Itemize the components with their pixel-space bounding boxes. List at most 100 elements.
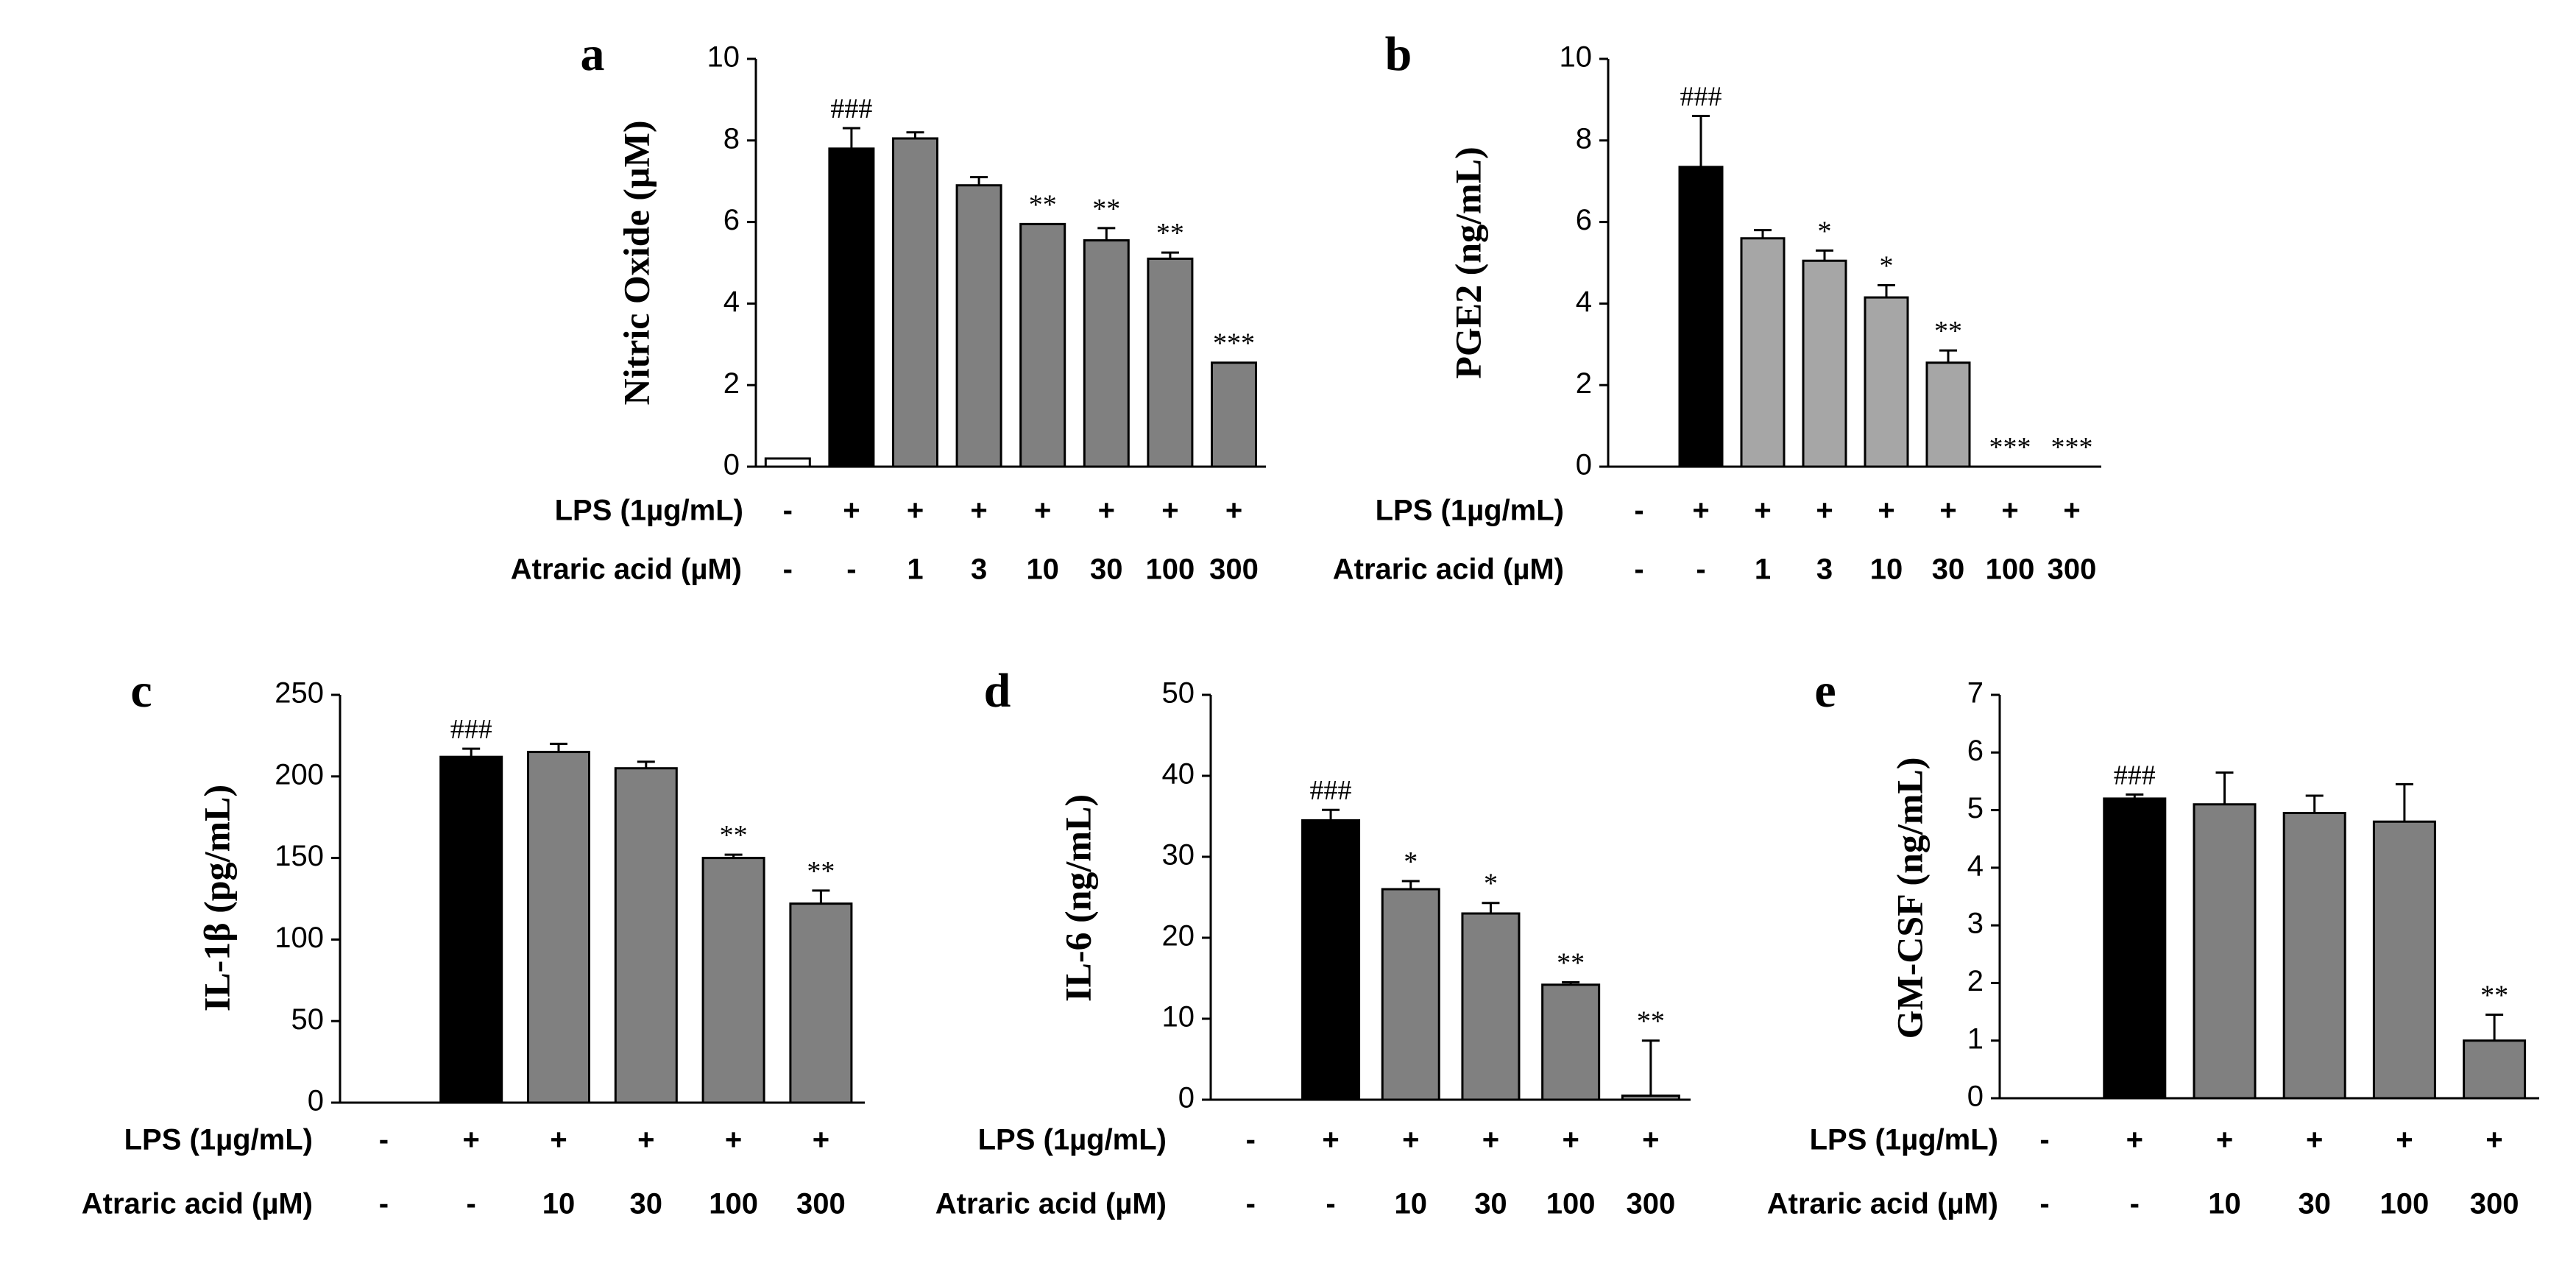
atraric-cell: 10	[2208, 1188, 2241, 1220]
atraric-cell: -	[783, 554, 793, 586]
y-tick-label: 100	[275, 922, 324, 954]
atraric-row-label: Atraric acid (µM)	[1767, 1188, 1998, 1220]
y-tick-label: 250	[275, 677, 324, 710]
lps-cell: +	[2396, 1124, 2413, 1156]
y-axis-label: IL-1β (pg/mL)	[196, 785, 237, 1011]
atraric-cell: 30	[1090, 554, 1123, 586]
significance-label: ###	[2114, 760, 2156, 791]
atraric-row-label: Atraric acid (µM)	[1333, 554, 1564, 586]
significance-label: **	[720, 820, 748, 851]
lps-cell: +	[725, 1124, 742, 1156]
y-tick-label: 10	[707, 41, 740, 74]
lps-cell: -	[783, 495, 793, 527]
significance-label: ###	[1680, 82, 1722, 113]
y-tick-label: 1	[1967, 1022, 1984, 1055]
y-tick-label: 4	[723, 286, 740, 318]
bar	[1621, 1095, 1680, 1101]
panel-letter-d: d	[984, 664, 1011, 718]
y-tick-label: 8	[723, 122, 740, 155]
bar	[1301, 819, 1361, 1101]
y-tick-label: 200	[275, 758, 324, 791]
lps-cell: +	[1161, 495, 1178, 527]
atraric-cell: -	[1634, 554, 1643, 586]
significance-label: **	[1092, 194, 1120, 225]
atraric-cell: -	[846, 554, 856, 586]
y-tick-label: 0	[1576, 449, 1592, 481]
bar	[1925, 361, 1971, 468]
bar	[1211, 361, 1257, 468]
bar	[701, 857, 765, 1104]
panel-letter-e: e	[1814, 664, 1836, 718]
bar	[1019, 222, 1066, 468]
y-tick-label: 4	[1576, 286, 1592, 318]
y-tick-label: 10	[1162, 1001, 1195, 1033]
y-tick-label: 50	[291, 1003, 325, 1036]
y-tick-label: 7	[1967, 677, 1984, 710]
y-axis-label: GM-CSF (ng/mL)	[1889, 757, 1930, 1039]
significance-label: **	[1156, 218, 1184, 249]
bar	[1541, 983, 1601, 1101]
y-tick-label: 6	[723, 204, 740, 236]
bar	[2282, 811, 2346, 1100]
y-tick-label: 150	[275, 840, 324, 872]
atraric-row-label: Atraric acid (µM)	[511, 554, 742, 586]
significance-label: ***	[2051, 432, 2093, 463]
lps-cell: +	[1939, 495, 1956, 527]
lps-cell: +	[1482, 1124, 1499, 1156]
bar	[764, 457, 811, 468]
bar	[439, 755, 503, 1104]
significance-label: ###	[450, 714, 492, 745]
significance-label: **	[1637, 1006, 1665, 1037]
panel-b: b 0 2 4 6 8 10 PGE2 (ng/mL) - - ### + - +1 * +3 * +10 ** +3…	[1333, 27, 2101, 586]
atraric-cell: 300	[1209, 554, 1259, 586]
significance-label: ***	[1213, 328, 1255, 359]
panel-a: a 0 2 4 6 8 10 Nitric Oxide (µM) - - ### + - +1 +3 ** +1…	[511, 27, 1266, 586]
atraric-cell: -	[1696, 554, 1705, 586]
bar	[1381, 888, 1440, 1101]
y-axis-label: Nitric Oxide (µM)	[615, 120, 657, 405]
atraric-cell: -	[1246, 1188, 1256, 1220]
lps-cell: +	[637, 1124, 654, 1156]
y-tick-label: 40	[1162, 758, 1195, 791]
lps-cell: +	[970, 495, 987, 527]
panel-letter-b: b	[1385, 27, 1412, 81]
y-axis-label: PGE2 (ng/mL)	[1447, 146, 1488, 378]
atraric-cell: 300	[796, 1188, 846, 1220]
panel-d: d 0 10 20 30 40 50 IL-6 (ng/mL) - - ### + - * +10 * +30 *…	[935, 664, 1691, 1220]
lps-row-label: LPS (1µg/mL)	[1810, 1124, 1998, 1156]
y-tick-label: 2	[1967, 965, 1984, 997]
bar	[892, 137, 938, 468]
lps-row-label: LPS (1µg/mL)	[124, 1124, 313, 1156]
lps-cell: +	[1402, 1124, 1419, 1156]
atraric-cell: -	[2039, 1188, 2049, 1220]
atraric-cell: 3	[1816, 554, 1833, 586]
lps-cell: +	[1692, 495, 1709, 527]
atraric-cell: 3	[971, 554, 987, 586]
atraric-cell: 100	[1146, 554, 1195, 586]
panel-e: e 0 1 2 3 4 5 6 7 GM-CSF (ng/mL) - - ### + - +10 +30 +100…	[1767, 664, 2539, 1220]
lps-cell: +	[1642, 1124, 1659, 1156]
atraric-cell: 10	[1395, 1188, 1428, 1220]
significance-label: **	[807, 856, 835, 887]
atraric-row-label: Atraric acid (µM)	[82, 1188, 313, 1220]
lps-cell: +	[2063, 495, 2080, 527]
lps-cell: -	[1246, 1124, 1256, 1156]
atraric-cell: 10	[1870, 554, 1903, 586]
significance-label: **	[1557, 948, 1585, 979]
lps-cell: +	[2306, 1124, 2323, 1156]
lps-cell: +	[843, 495, 860, 527]
lps-cell: +	[1322, 1124, 1339, 1156]
y-tick-label: 0	[1967, 1081, 1984, 1113]
y-tick-label: 8	[1576, 122, 1592, 155]
y-tick-label: 0	[723, 449, 740, 481]
bar	[955, 184, 1002, 468]
panel-c: c 0 50 100 150 200 250 IL-1β (pg/mL) - - ### + - +10 +…	[82, 664, 865, 1220]
bar	[789, 902, 853, 1104]
lps-cell: +	[907, 495, 924, 527]
y-tick-label: 10	[1560, 41, 1593, 74]
y-axis-label: IL-6 (ng/mL)	[1057, 794, 1098, 1002]
lps-cell: +	[813, 1124, 829, 1156]
bar	[1740, 237, 1786, 468]
atraric-cell: -	[2130, 1188, 2140, 1220]
